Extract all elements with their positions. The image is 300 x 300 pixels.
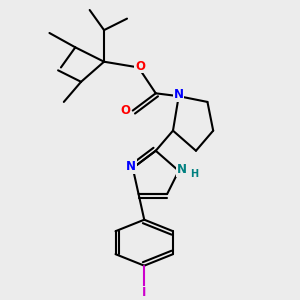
Text: O: O [135, 59, 145, 73]
Text: N: N [174, 88, 184, 101]
Text: O: O [121, 104, 130, 117]
Text: N: N [177, 163, 187, 176]
Text: N: N [126, 160, 136, 173]
Text: H: H [190, 169, 199, 179]
Text: I: I [142, 286, 146, 299]
